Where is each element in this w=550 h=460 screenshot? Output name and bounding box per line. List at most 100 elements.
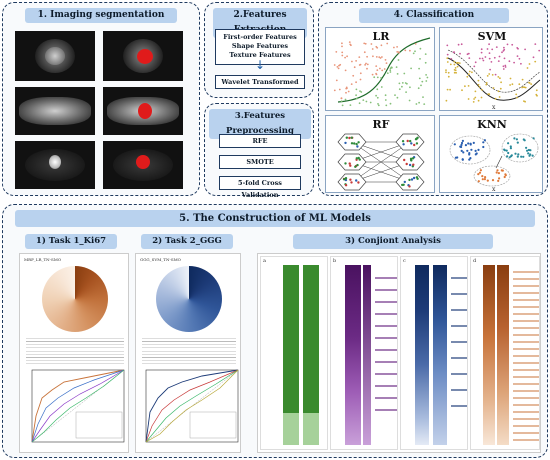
- scatter-point: [474, 153, 477, 156]
- scatter-point: [345, 136, 348, 139]
- scatter-point: [355, 81, 357, 84]
- scatter-point: [338, 64, 340, 67]
- scatter-point: [471, 71, 473, 74]
- task1-plot-label: MRP_LR_TN-SMO: [24, 257, 62, 262]
- scatter-point: [446, 57, 449, 60]
- scatter-point: [354, 165, 357, 168]
- conjoint-b-legend: [375, 277, 397, 417]
- scatter-point: [416, 177, 419, 180]
- scatter-point: [504, 64, 507, 67]
- scatter-point: [375, 65, 378, 67]
- scatter-point: [507, 142, 510, 145]
- scatter-point: [470, 148, 473, 151]
- scatter-point: [423, 103, 426, 105]
- scatter-point: [403, 158, 406, 162]
- scatter-point: [485, 82, 488, 84]
- scatter-point: [376, 69, 379, 71]
- scatter-point: [401, 140, 405, 143]
- scatter-point: [497, 76, 500, 78]
- scatter-point: [405, 162, 408, 166]
- scatter-point: [530, 83, 533, 85]
- scatter-point: [421, 80, 424, 83]
- scatter-point: [408, 185, 411, 188]
- scatter-point: [445, 99, 448, 102]
- scatter-point: [480, 96, 483, 99]
- scatter-point: [397, 59, 400, 61]
- scatter-point: [477, 173, 480, 176]
- scatter-point: [504, 174, 507, 177]
- scatter-point: [403, 72, 406, 75]
- scatter-point: [424, 53, 427, 55]
- scatter-point: [356, 97, 358, 100]
- scatter-point: [401, 85, 403, 88]
- scatter-point: [492, 87, 495, 89]
- scatter-point: [353, 66, 356, 69]
- scatter-point: [467, 52, 470, 55]
- features-extraction-panel: 2.Features Extraction First-order Featur…: [204, 2, 314, 98]
- scatter-point: [459, 145, 462, 148]
- scatter-point: [484, 176, 487, 179]
- scatter-point: [532, 56, 535, 59]
- scatter-point: [381, 56, 383, 58]
- knn-scatter: [449, 133, 539, 187]
- scatter-point: [349, 104, 352, 106]
- scatter-point: [359, 78, 362, 81]
- scatter-point: [518, 57, 521, 60]
- cross-validation-box: 5-fold Cross Validation: [219, 176, 301, 199]
- scatter-point: [497, 90, 500, 93]
- scatter-point: [493, 56, 496, 59]
- knn-x-axis-label: x: [492, 186, 496, 193]
- scatter-point: [460, 141, 464, 145]
- scatter-point: [482, 59, 485, 62]
- conjoint-c-legend: [451, 277, 467, 417]
- scatter-point: [447, 71, 450, 74]
- scatter-point: [385, 104, 388, 107]
- task2-pie-chart: [156, 266, 222, 332]
- scatter-point: [415, 142, 419, 145]
- scatter-point: [488, 52, 491, 54]
- scatter-point: [531, 154, 534, 157]
- scatter-point: [383, 68, 386, 70]
- scatter-point: [488, 57, 491, 60]
- scatter-point: [355, 157, 358, 160]
- scatter-point: [373, 76, 376, 79]
- scatter-point: [344, 141, 347, 145]
- scatter-point: [363, 42, 366, 45]
- scatter-point: [501, 51, 503, 54]
- scatter-point: [460, 143, 463, 146]
- scatter-point: [418, 101, 420, 104]
- scatter-point: [378, 56, 381, 58]
- scatter-point: [469, 142, 472, 145]
- scatter-point: [344, 177, 348, 180]
- conjoint-panel-b-label: b: [333, 258, 337, 264]
- scatter-point: [355, 142, 358, 146]
- scatter-point: [460, 149, 463, 152]
- scatter-point: [412, 176, 416, 180]
- scatter-point: [477, 99, 480, 102]
- scatter-point: [406, 139, 409, 143]
- scatter-point: [446, 53, 449, 56]
- scatter-point: [482, 145, 485, 149]
- scatter-point: [376, 88, 379, 91]
- scatter-point: [461, 89, 463, 92]
- scatter-point: [376, 76, 379, 79]
- scatter-point: [521, 86, 523, 89]
- lr-plot: LR: [325, 27, 435, 111]
- scatter-point: [393, 46, 395, 49]
- scatter-point: [345, 86, 348, 89]
- scatter-point: [481, 89, 483, 91]
- conjoint-panel-c-label: c: [403, 258, 406, 264]
- scatter-point: [419, 47, 422, 50]
- scatter-point: [453, 143, 456, 146]
- scatter-point: [396, 46, 398, 48]
- scatter-point: [455, 62, 458, 64]
- scatter-point: [481, 178, 484, 181]
- scatter-point: [506, 43, 509, 46]
- scatter-point: [447, 75, 450, 78]
- scatter-point: [396, 73, 399, 75]
- scatter-point: [484, 56, 487, 58]
- scatter-point: [514, 152, 517, 155]
- scatter-point: [489, 68, 491, 71]
- scatter-point: [408, 178, 411, 182]
- scatter-point: [491, 179, 495, 182]
